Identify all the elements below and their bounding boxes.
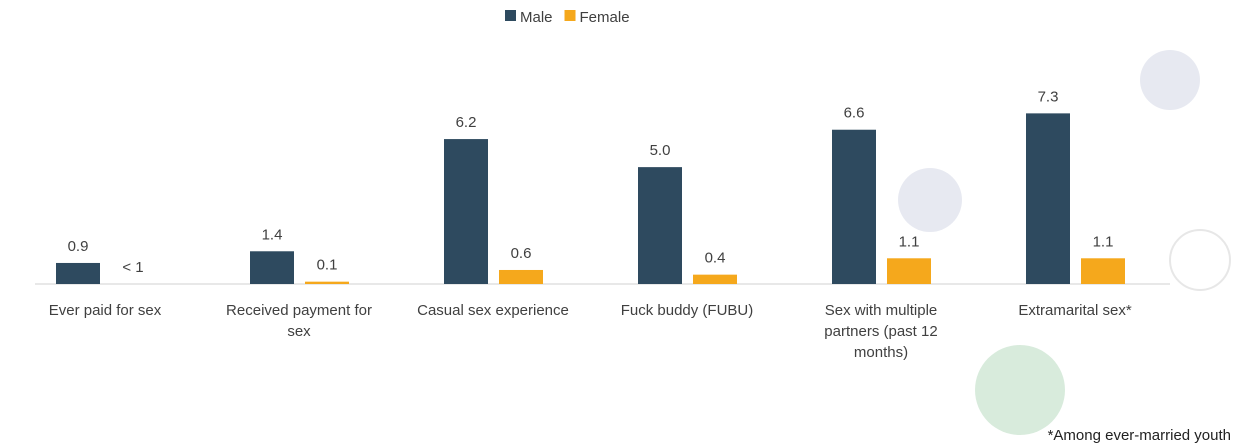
value-label: 6.2 — [456, 114, 477, 131]
bar — [638, 167, 682, 284]
bar — [444, 139, 488, 284]
legend-label: Male — [520, 9, 553, 26]
x-tick-label: Received payment for sex — [214, 300, 384, 342]
bar — [250, 251, 294, 284]
value-label: 6.6 — [844, 105, 865, 122]
value-label: 1.1 — [1093, 233, 1114, 250]
bar — [887, 258, 931, 284]
bar — [1081, 258, 1125, 284]
value-label: 7.3 — [1038, 88, 1059, 105]
bar — [1026, 113, 1070, 284]
legend-label: Female — [580, 9, 630, 26]
bar — [832, 130, 876, 284]
value-label: 0.1 — [317, 257, 338, 274]
x-tick-label: Sex with multiple partners (past 12 mont… — [796, 300, 966, 363]
value-label: 0.6 — [511, 245, 532, 262]
chart: Male Female 0.9 < 1 1.4 0.1 6.2 0.6 5.0 0.4 6.6 1.1… — [0, 0, 1235, 448]
x-tick-label: Casual sex experience — [408, 300, 578, 321]
footnote: *Among ever-married youth — [1048, 427, 1231, 444]
value-label: 1.1 — [899, 233, 920, 250]
bar — [499, 270, 543, 284]
value-label: 0.4 — [705, 250, 726, 267]
x-tick-label: Ever paid for sex — [20, 300, 190, 321]
decor-circle — [975, 345, 1065, 435]
chart-page: Male Female 0.9 < 1 1.4 0.1 6.2 0.6 5.0 0.4 6.6 1.1… — [0, 0, 1235, 448]
x-tick-label: Extramarital sex* — [990, 300, 1160, 321]
value-label: 0.9 — [68, 238, 89, 255]
legend-swatch — [505, 10, 516, 21]
x-tick-label: Fuck buddy (FUBU) — [602, 300, 772, 321]
decor-circle — [1170, 230, 1230, 290]
value-label: < 1 — [122, 259, 143, 276]
bar — [693, 275, 737, 284]
decor-circle — [1140, 50, 1200, 110]
value-label: 1.4 — [262, 226, 283, 243]
bar — [305, 282, 349, 284]
value-label: 5.0 — [650, 142, 671, 159]
decor-circle — [898, 168, 962, 232]
bar — [56, 263, 100, 284]
legend-swatch — [565, 10, 576, 21]
